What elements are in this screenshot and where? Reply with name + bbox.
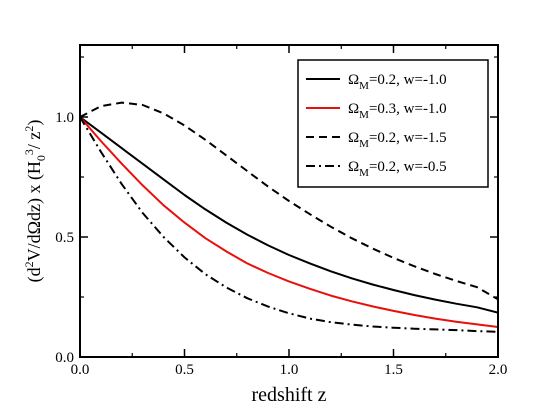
legend-label-3: ΩM=0.2, w=-1.5 [348,130,447,150]
y-tick-label: 0.0 [55,350,74,366]
y-axis-title-suffix: ) [24,120,45,126]
x-tick-label: 2.0 [489,362,508,378]
ticks-layer: 0.0 0.5 1.0 1.5 2.0 0.0 0.5 1.0 [55,45,507,378]
y-axis-title: (d2V/dΩdz) x (H03/ z2) [22,120,48,283]
y-axis-title-sup3: 2 [22,126,36,132]
series-line-3 [80,101,498,301]
x-tick-label: 0.5 [175,362,194,378]
legend: ΩM=0.2, w=-1.0 ΩM=0.3, w=-1.0 ΩM=0.2, w=… [297,59,489,188]
y-axis-title-mid1: V/dΩdz) x (H [24,161,45,261]
y-tick-label: 1.0 [55,110,74,126]
y-axis-title-sup1: 2 [22,261,36,267]
legend-label-4: ΩM=0.2, w=-0.5 [348,159,447,179]
x-tick-label: 1.0 [280,362,299,378]
legend-label-1: ΩM=0.2, w=-1.0 [348,72,447,92]
series-line-1 [80,116,498,314]
y-tick-label: 0.5 [55,230,74,246]
y-axis-title-mid2: / z [24,132,44,150]
x-tick-label: 1.5 [384,362,403,378]
series-layer [80,101,498,333]
y-axis-title-sub1: 0 [34,155,48,161]
legend-label-2: ΩM=0.3, w=-1.0 [348,101,447,121]
x-tick-label: 0.0 [71,362,90,378]
y-axis-title-prefix: (d [24,267,45,282]
y-axis-title-sup2: 3 [22,149,36,155]
series-line-2 [80,116,498,328]
x-axis-title: redshift z [252,384,327,406]
legend-box [297,59,489,188]
